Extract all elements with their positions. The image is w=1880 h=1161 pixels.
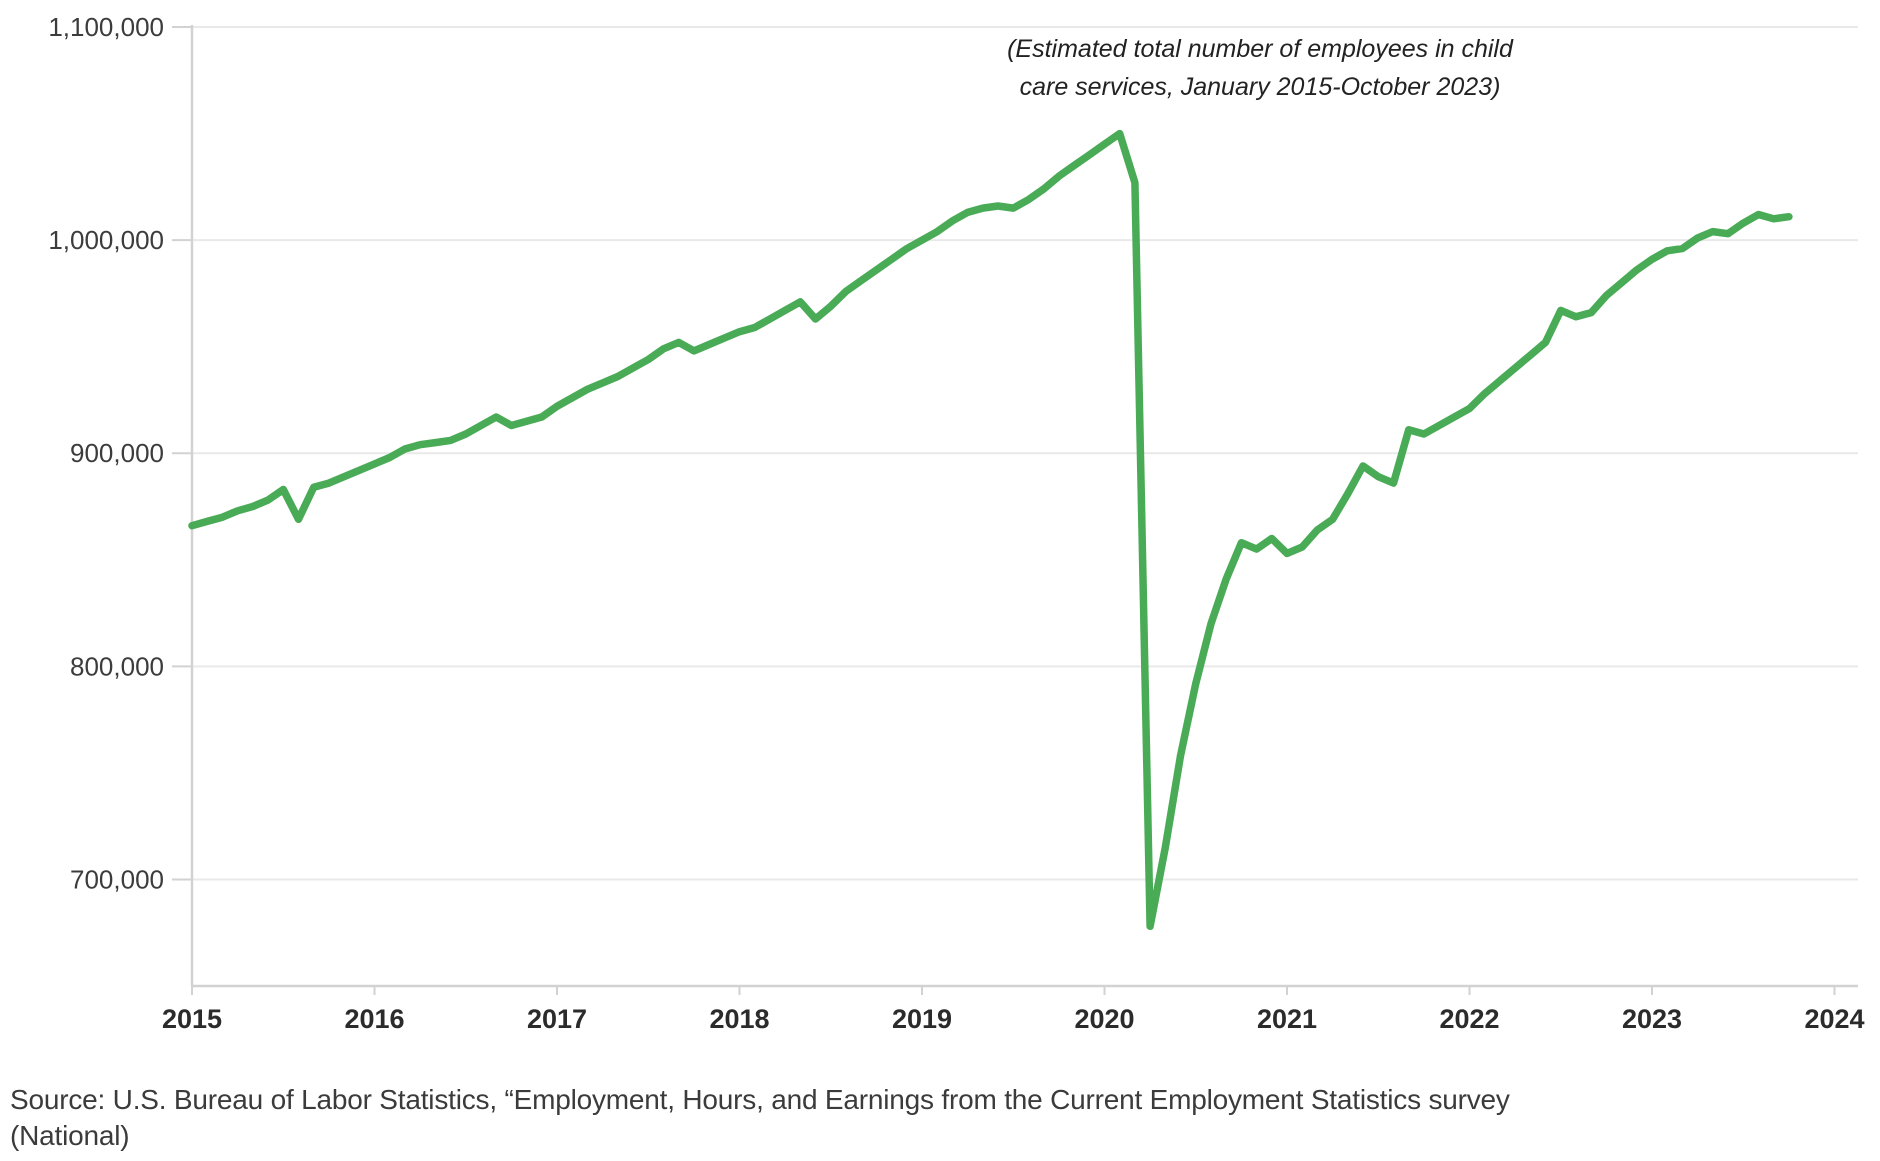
x-tick-label: 2024 (1804, 1004, 1864, 1034)
chart-svg: 1,100,000 1,000,000 900,000 800,000 700,000 2… (48, 12, 1864, 1034)
y-tick-label: 700,000 (70, 864, 164, 894)
source-note: Source: U.S. Bureau of Labor Statistics,… (10, 1082, 1710, 1154)
y-tick-label: 1,000,000 (48, 225, 164, 255)
x-tick-label: 2019 (892, 1004, 952, 1034)
chart-title-line-2: care services, January 2015-October 2023… (1019, 73, 1501, 101)
x-tick-label: 2021 (1257, 1004, 1317, 1034)
x-tick-label: 2023 (1622, 1004, 1682, 1034)
chart-title: (Estimated total number of employees in … (960, 30, 1560, 106)
x-tick-label: 2020 (1074, 1004, 1134, 1034)
y-tick-label: 900,000 (70, 438, 164, 468)
x-tick-label: 2016 (344, 1004, 404, 1034)
x-tick-label: 2015 (162, 1004, 222, 1034)
chart-title-line-1: (Estimated total number of employees in … (1007, 35, 1513, 63)
employment-line-series (188, 129, 1793, 931)
x-tick-label: 2022 (1439, 1004, 1499, 1034)
source-line-2: (National) (10, 1120, 130, 1151)
y-tick-label: 1,100,000 (48, 12, 164, 42)
x-tick-label: 2017 (527, 1004, 587, 1034)
y-tick-label: 800,000 (70, 651, 164, 681)
plot-area: 1,100,000 1,000,000 900,000 800,000 700,000 2… (48, 12, 1864, 1034)
source-line-1: Source: U.S. Bureau of Labor Statistics,… (10, 1084, 1510, 1115)
x-tick-label: 2018 (709, 1004, 769, 1034)
